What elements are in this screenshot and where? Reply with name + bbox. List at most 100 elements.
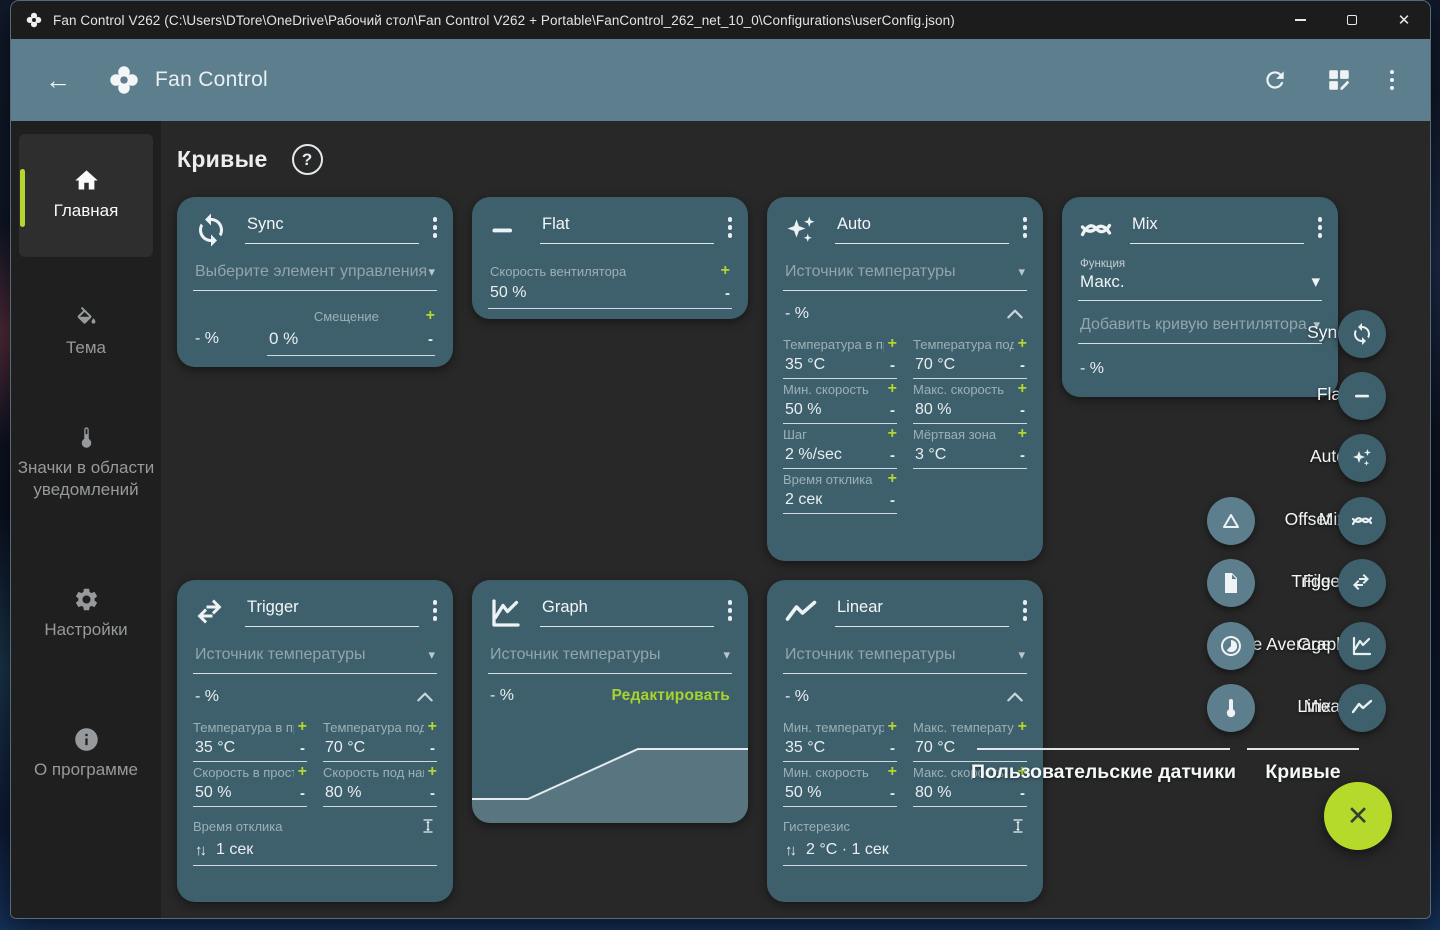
param-input[interactable]: 80 % <box>915 401 952 418</box>
card-menu-button[interactable] <box>1022 600 1027 621</box>
increment-button[interactable]: + <box>297 763 307 780</box>
decrement-button[interactable]: - <box>428 330 433 348</box>
increment-button[interactable]: + <box>720 262 730 279</box>
temp-source-select[interactable]: Источник температуры ▾ <box>783 646 1027 674</box>
sidebar-item-settings[interactable]: Настройки <box>11 586 161 641</box>
card-menu-button[interactable] <box>432 217 437 238</box>
fab-label-mix-curve[interactable]: Mix <box>1318 509 1346 529</box>
param-input[interactable]: 50 % <box>785 401 822 418</box>
decrement-button[interactable]: - <box>1020 784 1025 802</box>
curve-name-input[interactable]: Mix <box>1130 211 1304 244</box>
fab-add-sync-curve[interactable] <box>1338 310 1386 358</box>
back-arrow-button[interactable]: ← <box>45 65 71 95</box>
card-menu-button[interactable] <box>727 217 732 238</box>
fab-label-sync[interactable]: Sync <box>1307 322 1346 342</box>
collapse-chevron-icon[interactable] <box>1005 308 1025 320</box>
fab-label-offset[interactable]: Offset <box>1284 509 1331 529</box>
fab-add-time-average-sensor[interactable] <box>1207 622 1255 670</box>
edit-graph-button[interactable]: Редактировать <box>611 687 730 704</box>
fab-label-mix-sensor[interactable]: Mix <box>1303 696 1331 716</box>
param-input[interactable]: 2 %/sec <box>785 446 842 463</box>
decrement-button[interactable]: - <box>1020 446 1025 464</box>
increment-button[interactable]: + <box>887 763 897 780</box>
decrement-button[interactable]: - <box>430 739 435 757</box>
decrement-button[interactable]: - <box>890 784 895 802</box>
function-select[interactable]: Макс. ▾ <box>1078 272 1322 301</box>
hysteresis-input[interactable]: 2 °C · 1 сек <box>806 841 889 858</box>
increment-button[interactable]: + <box>887 335 897 352</box>
fab-close-button[interactable]: ✕ <box>1324 782 1392 850</box>
decrement-button[interactable]: - <box>890 739 895 757</box>
increment-button[interactable]: + <box>1017 380 1027 397</box>
param-input[interactable]: 80 % <box>915 784 952 801</box>
fab-label-linear[interactable]: Linear <box>1297 696 1346 716</box>
close-button[interactable]: ✕ <box>1378 1 1430 39</box>
param-input[interactable]: 70 °C <box>915 356 956 373</box>
fab-add-mix-curve[interactable] <box>1338 497 1386 545</box>
sidebar-item-about[interactable]: О программе <box>11 726 161 781</box>
decrement-button[interactable]: - <box>300 739 305 757</box>
increment-button[interactable]: + <box>1017 718 1027 735</box>
fab-add-trigger-curve[interactable] <box>1338 559 1386 607</box>
param-input[interactable]: 35 °C <box>785 739 826 756</box>
increment-button[interactable]: + <box>297 718 307 735</box>
param-input[interactable]: 35 °C <box>785 356 826 373</box>
card-menu-button[interactable] <box>1022 217 1027 238</box>
increment-button[interactable]: + <box>427 763 437 780</box>
decrement-button[interactable]: - <box>1020 356 1025 374</box>
decrement-button[interactable]: - <box>725 284 730 302</box>
sidebar-item-home[interactable]: Главная <box>11 167 161 222</box>
decrement-button[interactable]: - <box>300 784 305 802</box>
fab-add-mix-sensor[interactable] <box>1207 684 1255 732</box>
decrement-button[interactable]: - <box>890 401 895 419</box>
param-input[interactable]: 3 °C <box>915 446 947 463</box>
fab-add-auto-curve[interactable] <box>1338 434 1386 482</box>
fab-label-file[interactable]: File <box>1302 571 1331 591</box>
decrement-button[interactable]: - <box>890 491 895 509</box>
increment-button[interactable]: + <box>1017 335 1027 352</box>
curve-name-input[interactable]: Sync <box>245 211 419 244</box>
fab-add-graph-curve[interactable] <box>1338 622 1386 670</box>
height-adjust-icon[interactable] <box>419 817 437 835</box>
temp-source-select[interactable]: Источник температуры ▾ <box>193 646 437 674</box>
sidebar-item-tray-icons[interactable]: Значки в области уведомлений <box>11 424 161 501</box>
temp-source-select[interactable]: Источник температуры ▾ <box>783 263 1027 291</box>
response-time-input[interactable]: 1 сек <box>216 841 254 858</box>
param-input[interactable]: 2 сек <box>785 491 823 508</box>
param-input[interactable]: 70 °C <box>915 739 956 756</box>
overflow-menu-button[interactable] <box>1389 69 1394 91</box>
edit-dashboard-button[interactable] <box>1326 67 1352 93</box>
curve-name-input[interactable]: Flat <box>540 211 714 244</box>
maximize-button[interactable] <box>1326 1 1378 39</box>
increment-button[interactable]: + <box>887 718 897 735</box>
increment-button[interactable]: + <box>425 307 435 324</box>
fab-add-flat-curve[interactable] <box>1338 372 1386 420</box>
fab-add-file-sensor[interactable] <box>1207 559 1255 607</box>
sidebar-item-theme[interactable]: Тема <box>11 304 161 359</box>
curve-name-input[interactable]: Auto <box>835 211 1009 244</box>
decrement-button[interactable]: - <box>890 446 895 464</box>
decrement-button[interactable]: - <box>890 356 895 374</box>
curve-name-input[interactable]: Trigger <box>245 594 419 627</box>
fab-label-graph[interactable]: Graph <box>1297 634 1346 654</box>
fab-label-flat[interactable]: Flat <box>1316 384 1346 404</box>
increment-button[interactable]: + <box>887 470 897 487</box>
increment-button[interactable]: + <box>887 380 897 397</box>
param-input[interactable]: 70 °C <box>325 739 366 756</box>
increment-button[interactable]: + <box>427 718 437 735</box>
minimize-button[interactable] <box>1274 1 1326 39</box>
height-adjust-icon[interactable] <box>1009 817 1027 835</box>
param-input[interactable]: 35 °C <box>195 739 236 756</box>
collapse-chevron-icon[interactable] <box>415 691 435 703</box>
collapse-chevron-icon[interactable] <box>1005 691 1025 703</box>
fab-add-linear-curve[interactable] <box>1338 684 1386 732</box>
control-select[interactable]: Выберите элемент управления ▾ <box>193 263 437 291</box>
param-input[interactable]: 50 % <box>195 784 232 801</box>
fab-label-trigger[interactable]: Trigger <box>1291 571 1346 591</box>
offset-value-input[interactable]: 0 % <box>269 329 299 348</box>
add-curve-select[interactable]: Добавить кривую вентилятора ▾ <box>1078 316 1322 344</box>
param-input[interactable]: 80 % <box>325 784 362 801</box>
help-button[interactable]: ? <box>291 144 323 175</box>
param-input[interactable]: 50 % <box>785 784 822 801</box>
fab-label-auto[interactable]: Auto <box>1310 446 1346 466</box>
